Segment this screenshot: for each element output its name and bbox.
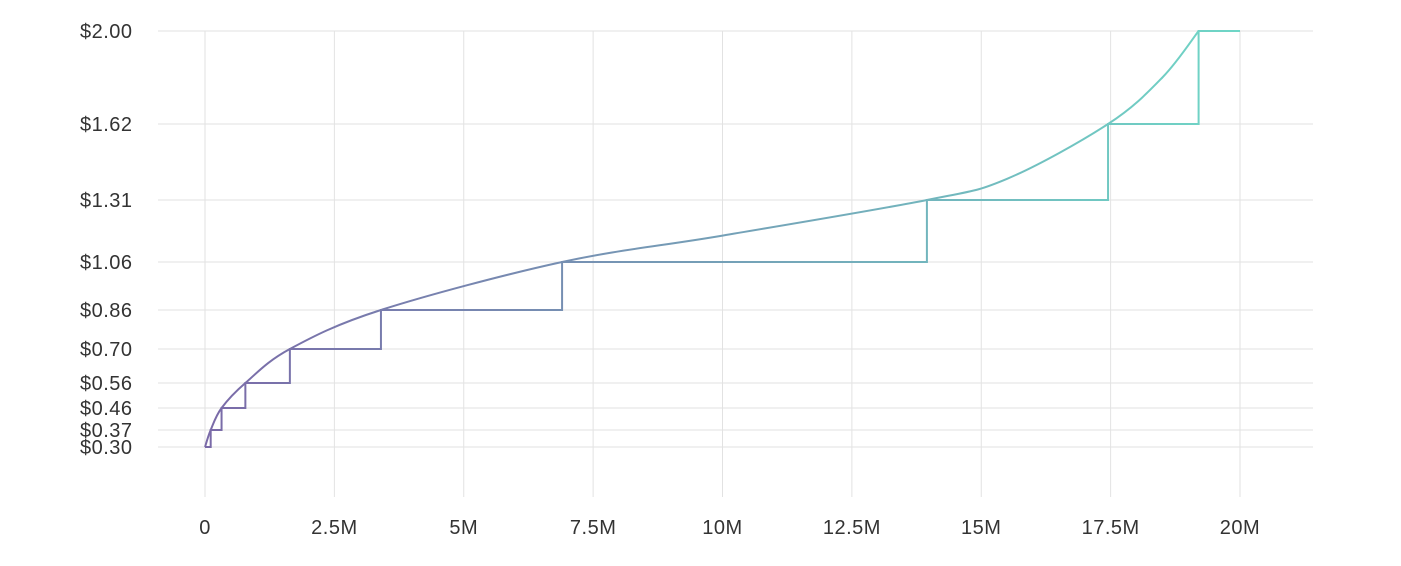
x-tick-label: 7.5M xyxy=(570,517,616,539)
x-tick-label: 15M xyxy=(961,517,1001,539)
y-tick-label: $0.70 xyxy=(80,339,133,361)
y-tick-label: $0.56 xyxy=(80,373,133,395)
y-tick-label: $0.46 xyxy=(80,398,133,420)
price-curve-line xyxy=(204,30,1240,448)
y-axis-tick-labels: $0.30$0.37$0.46 $0.56 $0.70 $0.86 $1.06 $1.31… xyxy=(80,21,133,459)
x-tick-label: 17.5M xyxy=(1082,517,1140,539)
x-axis-tick-labels: 0 2.5M 5M 7.5M 10M 12.5M 15M 17.5M 20M xyxy=(199,517,1260,539)
y-tick-label: $1.31 xyxy=(80,190,133,212)
y-tick-label: $2.00 xyxy=(80,21,133,43)
y-tick-label: $1.06 xyxy=(80,252,133,274)
series xyxy=(204,30,1240,448)
x-tick-label: 0 xyxy=(199,517,211,539)
y-tick-label: $0.86 xyxy=(80,300,133,322)
y-tick-label: $0.30 xyxy=(80,437,133,459)
price-step-line xyxy=(205,30,1240,448)
x-tick-label: 2.5M xyxy=(311,517,357,539)
grid xyxy=(158,30,1313,497)
y-tick-label: $0.37 xyxy=(80,420,133,442)
x-tick-label: 12.5M xyxy=(823,517,881,539)
x-tick-label: 10M xyxy=(702,517,742,539)
x-tick-label: 20M xyxy=(1220,517,1260,539)
x-tick-label: 5M xyxy=(449,517,478,539)
y-tick-label: $1.62 xyxy=(80,114,133,136)
